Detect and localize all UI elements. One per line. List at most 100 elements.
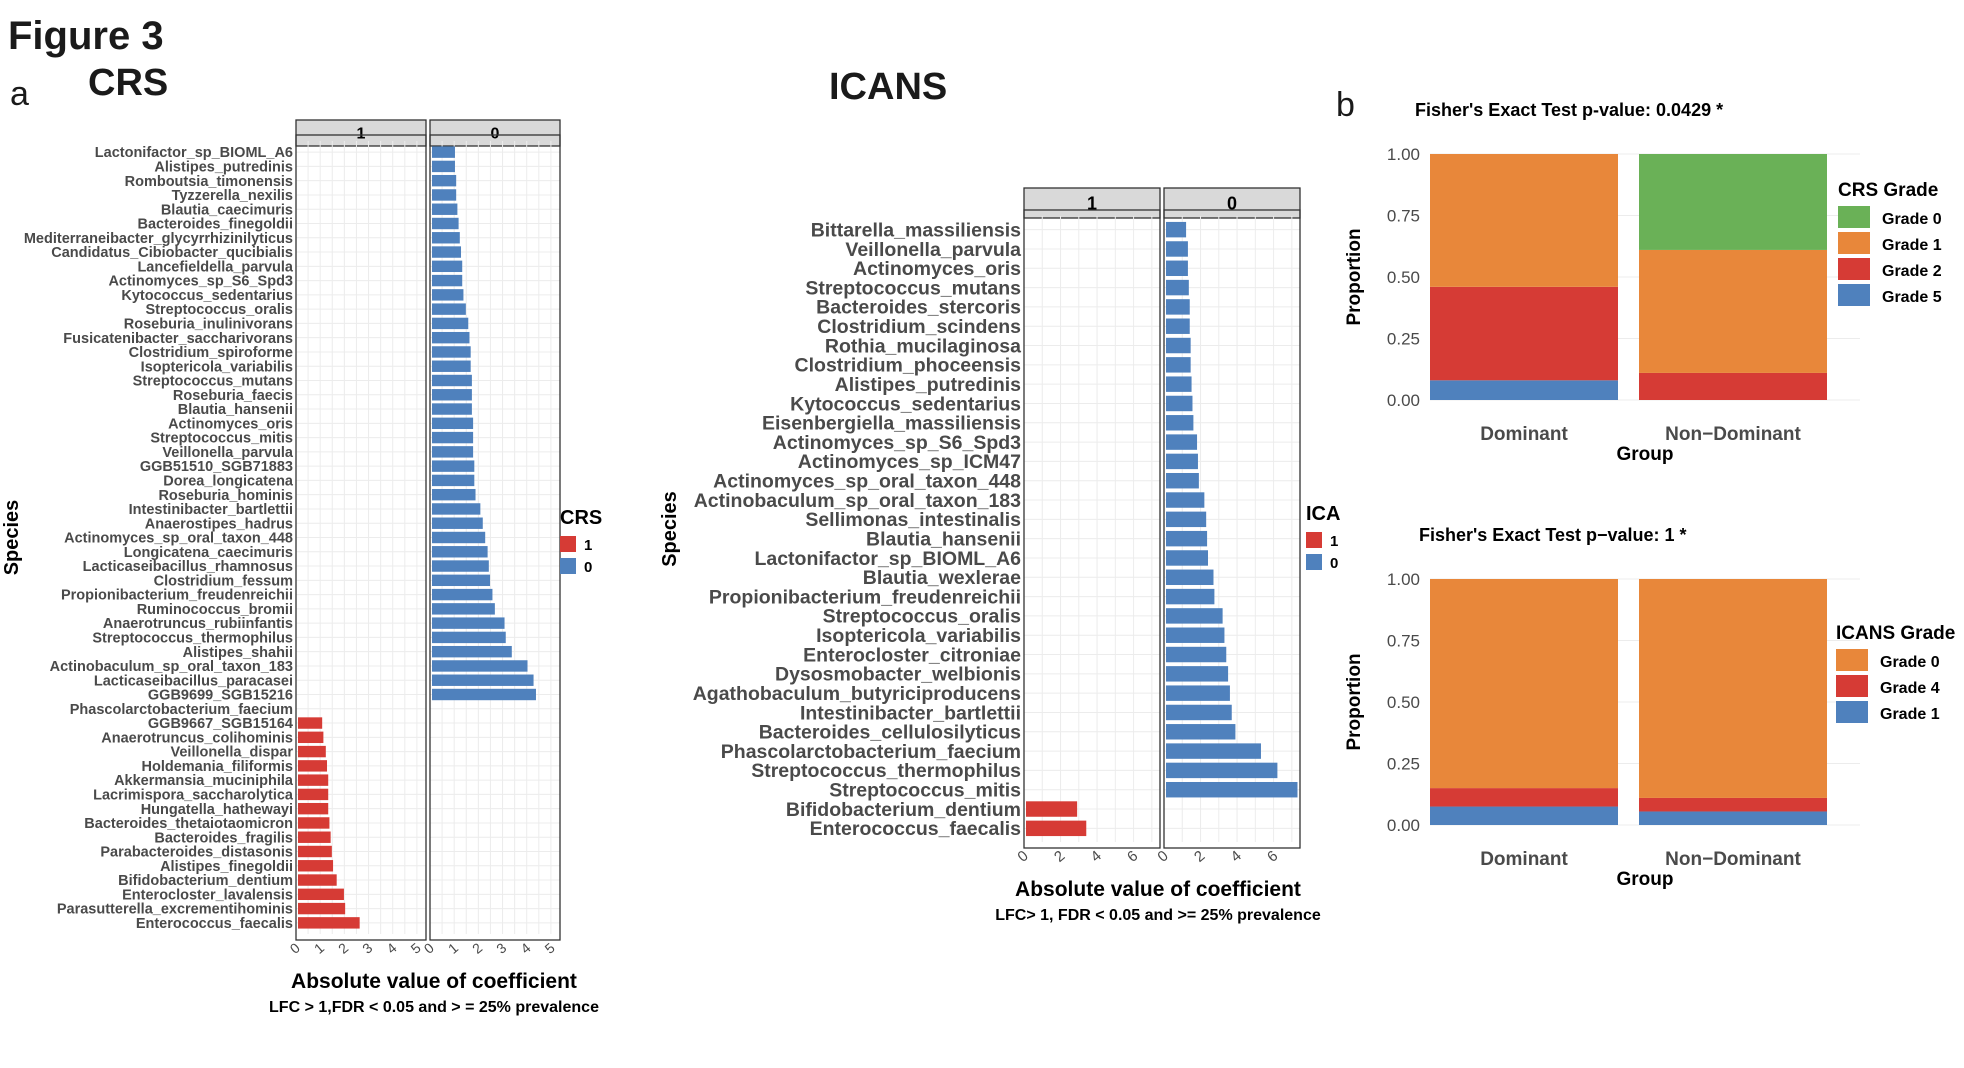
y-tick-label: 0.00 bbox=[1387, 816, 1420, 835]
species-label: Blautia_caecimuris bbox=[161, 202, 293, 218]
species-label: Bacteroides_finegoldii bbox=[137, 217, 293, 233]
bar bbox=[298, 831, 331, 843]
facet-strip-label: 0 bbox=[1227, 194, 1237, 214]
legend-label: Grade 4 bbox=[1880, 680, 1940, 697]
x-axis-title: Group bbox=[1617, 869, 1674, 890]
species-label: Lactonifactor_sp_BIOML_A6 bbox=[754, 548, 1021, 570]
y-tick-label: 0.50 bbox=[1387, 693, 1420, 712]
bar bbox=[432, 174, 457, 187]
species-label: Enterococcus_faecalis bbox=[810, 818, 1022, 840]
stacked-segment bbox=[1639, 579, 1827, 798]
bar bbox=[298, 874, 337, 886]
bar bbox=[1166, 704, 1232, 721]
species-label: Alistipes_finegoldii bbox=[160, 859, 293, 875]
bar bbox=[432, 546, 488, 558]
species-label: Intestinibacter_bartlettii bbox=[800, 702, 1021, 724]
species-label: Bacteroides_cellulosilyticus bbox=[759, 722, 1021, 744]
bar bbox=[1166, 492, 1205, 508]
species-label: Streptococcus_mutans bbox=[133, 374, 293, 390]
species-label: Bacteroides_fragilis bbox=[154, 830, 293, 846]
stacked-segment bbox=[1430, 806, 1618, 825]
x-category-label: Dominant bbox=[1480, 849, 1568, 870]
species-label: Candidatus_Cibiobacter_qucibialis bbox=[51, 245, 293, 261]
icans-fisher-chart: Fisher's Exact Test p−value: 1 * 0.00 0.25… bbox=[1344, 525, 1955, 890]
species-label: Actinomyces_oris bbox=[853, 258, 1021, 280]
stacked-segment bbox=[1430, 579, 1618, 789]
species-label: Clostridium_fessum bbox=[154, 573, 293, 589]
bar bbox=[1166, 434, 1198, 450]
stacked-segment bbox=[1639, 372, 1827, 400]
species-label: Streptococcus_oralis bbox=[823, 606, 1021, 628]
species-label: Actinobaculum_sp_oral_taxon_183 bbox=[694, 490, 1021, 512]
bar bbox=[432, 645, 512, 658]
bar bbox=[432, 346, 471, 358]
species-label: Anaerostipes_hadrus bbox=[145, 516, 293, 532]
bar bbox=[1026, 820, 1087, 837]
y-axis-title: Proportion bbox=[1344, 653, 1365, 750]
bar bbox=[1166, 221, 1187, 238]
x-tick-label: 0 bbox=[1014, 847, 1031, 865]
legend-label: 1 bbox=[584, 537, 592, 554]
x-tick-label: 6 bbox=[1124, 847, 1141, 865]
legend-swatch bbox=[1836, 701, 1868, 723]
x-tick-label: 5 bbox=[408, 939, 424, 956]
bar bbox=[432, 317, 469, 330]
species-label: Rothia_mucilaginosa bbox=[825, 335, 1021, 357]
species-label: Phascolarctobacterium_faecium bbox=[721, 741, 1021, 763]
legend-swatch bbox=[1836, 649, 1868, 671]
bar bbox=[432, 246, 462, 258]
bar bbox=[432, 431, 474, 444]
y-tick-label: 1.00 bbox=[1387, 570, 1420, 589]
legend-label: 1 bbox=[1330, 533, 1338, 550]
legend-label: Grade 1 bbox=[1882, 237, 1942, 254]
x-tick-label: 4 bbox=[517, 939, 533, 956]
legend-title: ICANS Grade bbox=[1836, 623, 1955, 644]
bar bbox=[1166, 588, 1215, 605]
y-tick-label: 0.50 bbox=[1387, 268, 1420, 287]
bar bbox=[432, 374, 472, 387]
species-label: Ruminococcus_bromii bbox=[137, 602, 293, 618]
species-label: Actinobaculum_sp_oral_taxon_183 bbox=[50, 659, 293, 675]
crs-coefficient-chart: 10 1 2 3 4 500 1 2 3 4 5Lactonifactor_sp_BIOML_A6A… bbox=[1, 119, 602, 1016]
x-tick-label: 0 bbox=[1154, 847, 1171, 865]
y-tick-label: 0.25 bbox=[1387, 330, 1420, 349]
bar bbox=[298, 902, 346, 915]
panel-frame bbox=[1023, 209, 1161, 849]
species-label: Hungatella_hathewayi bbox=[141, 802, 293, 818]
legend-title: CRS bbox=[560, 507, 602, 529]
legend-label: 0 bbox=[584, 559, 592, 576]
bar bbox=[298, 760, 328, 772]
bar bbox=[432, 217, 459, 230]
y-tick-label: 1.00 bbox=[1387, 145, 1420, 164]
bar bbox=[298, 917, 360, 929]
bar bbox=[432, 517, 483, 529]
bar bbox=[298, 888, 344, 901]
species-label: Bacteroides_stercoris bbox=[816, 297, 1021, 319]
bar bbox=[432, 617, 505, 629]
y-tick-label: 0.75 bbox=[1387, 632, 1420, 651]
x-tick-label: 4 bbox=[1227, 847, 1244, 865]
bar bbox=[432, 631, 506, 644]
bar bbox=[432, 660, 528, 672]
species-label: Lacrimispora_saccharolytica bbox=[93, 787, 294, 803]
bar bbox=[432, 574, 491, 587]
x-tick-label: 2 bbox=[1051, 847, 1068, 865]
species-label: Akkermansia_muciniphila bbox=[114, 773, 294, 789]
bar bbox=[432, 688, 536, 701]
species-label: Dorea_longicatena bbox=[163, 473, 294, 489]
bar bbox=[432, 146, 455, 158]
facet-strip-label: 1 bbox=[1087, 194, 1097, 214]
species-label: Alistipes_shahii bbox=[183, 645, 293, 661]
species-label: Intestinibacter_bartlettii bbox=[129, 502, 293, 518]
bar bbox=[432, 488, 476, 501]
x-category-label: Non−Dominant bbox=[1665, 424, 1801, 445]
species-label: Anaerotruncus_colihominis bbox=[101, 730, 293, 746]
bar bbox=[1166, 279, 1189, 296]
species-label: Veillonella_parvula bbox=[845, 239, 1021, 261]
bar bbox=[432, 274, 463, 287]
stacked-segment bbox=[1430, 286, 1618, 381]
crs-fisher-chart: Fisher's Exact Test p-value: 0.0429 * 0.0… bbox=[1344, 100, 1942, 465]
species-label: Eisenbergiella_massiliensis bbox=[762, 413, 1021, 435]
bar bbox=[432, 674, 534, 686]
panel-label-b: b bbox=[1336, 86, 1355, 124]
